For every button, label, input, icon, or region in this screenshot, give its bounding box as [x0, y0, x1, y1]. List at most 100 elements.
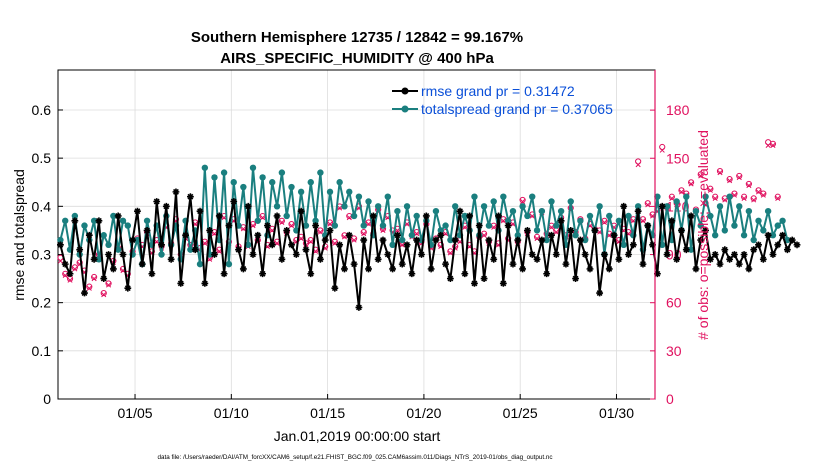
- rmse-point: [374, 255, 382, 263]
- obs-evaluated-marker: [298, 235, 304, 242]
- y-tick-label: 0: [43, 391, 51, 407]
- totalspread-point: [577, 217, 584, 224]
- rmse-point: [499, 279, 507, 287]
- obs-evaluated-marker: [751, 197, 757, 203]
- series-lines: [57, 164, 801, 311]
- totalspread-point: [553, 222, 560, 229]
- obs-evaluated-marker: [202, 240, 208, 246]
- totalspread-point: [683, 193, 690, 200]
- rmse-point: [514, 236, 522, 244]
- rmse-point: [451, 236, 459, 244]
- rmse-point: [596, 289, 604, 297]
- obs-possible-marker: [736, 172, 743, 180]
- totalspread-point: [774, 222, 781, 229]
- totalspread-point: [519, 203, 526, 210]
- rmse-point: [644, 222, 652, 229]
- rmse-point: [235, 246, 242, 254]
- totalspread-point: [663, 203, 671, 210]
- obs-evaluated-marker: [548, 224, 555, 230]
- obs-evaluated-marker: [279, 219, 285, 226]
- obs-evaluated-marker: [640, 218, 646, 224]
- rmse-point: [403, 241, 411, 249]
- rmse-point: [779, 231, 786, 239]
- totalspread-point: [726, 193, 733, 200]
- obs-evaluated-marker: [765, 142, 771, 148]
- totalspread-point: [374, 203, 382, 210]
- rmse-point: [793, 241, 801, 249]
- totalspread-point: [341, 203, 348, 210]
- totalspread-point: [557, 207, 565, 215]
- obs-evaluated-marker: [67, 277, 73, 283]
- obs-evaluated-marker: [399, 242, 405, 248]
- rmse-point: [663, 251, 671, 258]
- totalspread-point: [187, 246, 194, 253]
- obs-possible-marker: [740, 193, 748, 200]
- obs-possible-marker: [697, 171, 704, 178]
- totalspread-point: [740, 232, 748, 239]
- totalspread-point: [211, 174, 218, 181]
- chart-title-line2: AIRS_SPECIFIC_HUMIDITY @ 400 hPa: [220, 50, 494, 67]
- obs-possible-marker: [350, 235, 358, 242]
- rmse-point: [138, 260, 146, 268]
- y2-tick-label: 0: [666, 391, 674, 407]
- rmse-point: [259, 270, 267, 278]
- totalspread-point: [249, 164, 257, 171]
- y-axis-label-left: rmse and totalspread: [11, 169, 27, 301]
- rmse-point: [442, 260, 449, 268]
- rmse-point: [206, 227, 214, 234]
- totalspread-point: [403, 203, 411, 210]
- obs-possible-marker: [331, 238, 338, 245]
- totalspread-point: [331, 222, 339, 229]
- obs-evaluated-marker: [698, 173, 704, 179]
- totalspread-point: [297, 188, 305, 196]
- obs-possible-marker: [360, 228, 367, 236]
- obs-evaluated-marker: [317, 229, 323, 235]
- obs-possible-marker: [707, 185, 714, 192]
- totalspread-point: [442, 222, 449, 229]
- rmse-point: [740, 251, 748, 258]
- rmse-point: [336, 241, 344, 249]
- rmse-point: [288, 241, 295, 249]
- totalspread-point: [750, 236, 757, 244]
- obs-evaluated-marker: [72, 266, 78, 272]
- rmse-point: [254, 231, 262, 239]
- rmse-point: [201, 279, 209, 287]
- obs-possible-marker: [731, 190, 738, 197]
- rmse-point: [601, 251, 608, 258]
- totalspread-point: [336, 179, 343, 186]
- rmse-point: [726, 255, 734, 263]
- obs-evaluated-marker: [240, 226, 246, 232]
- totalspread-point: [687, 246, 695, 253]
- rmse-point: [398, 260, 406, 268]
- totalspread-point: [394, 207, 401, 215]
- rmse-point: [480, 275, 488, 282]
- rmse-point: [581, 251, 589, 258]
- x-tick-label: 01/15: [310, 405, 345, 421]
- obs-possible-marker: [678, 187, 685, 194]
- totalspread-point: [230, 179, 237, 186]
- rmse-point: [673, 255, 681, 263]
- obs-evaluated-marker: [288, 223, 295, 229]
- obs-evaluated-marker: [775, 195, 781, 201]
- obs-evaluated-marker: [731, 192, 737, 198]
- totalspread-point: [784, 236, 791, 244]
- rmse-point: [331, 284, 339, 292]
- totalspread-point: [114, 246, 122, 253]
- rmse-point: [543, 270, 551, 278]
- rmse-point: [379, 236, 387, 244]
- totalspread-point: [764, 207, 772, 215]
- totalspread-point: [586, 212, 594, 220]
- rmse-point: [591, 227, 599, 234]
- rmse-point: [196, 207, 204, 215]
- obs-evaluated-marker: [717, 170, 723, 176]
- obs-possible-marker: [668, 193, 675, 200]
- obs-evaluated-marker: [414, 231, 420, 237]
- rmse-point: [562, 260, 570, 268]
- rmse-point: [100, 275, 108, 282]
- obs-evaluated-marker: [645, 202, 651, 208]
- rmse-point: [625, 251, 632, 258]
- totalspread-point: [302, 222, 310, 229]
- totalspread-point: [707, 212, 714, 220]
- rmse-point: [408, 270, 416, 278]
- rmse-point: [682, 246, 690, 254]
